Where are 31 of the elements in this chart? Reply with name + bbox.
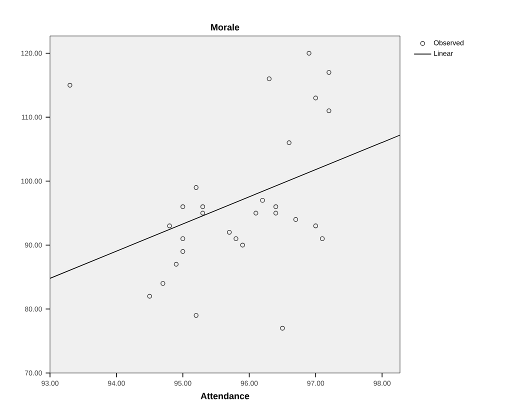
point <box>240 242 245 248</box>
point <box>273 210 278 216</box>
point <box>326 108 332 114</box>
point <box>326 70 332 75</box>
point <box>320 236 325 242</box>
chart-title: Morale <box>211 24 240 30</box>
point <box>313 96 318 100</box>
point <box>194 313 198 318</box>
point <box>174 262 179 267</box>
point <box>234 236 238 242</box>
point <box>180 249 186 254</box>
point <box>200 210 206 216</box>
point <box>286 140 292 146</box>
point <box>226 230 232 235</box>
point <box>306 50 312 56</box>
x-axis-title: Attendance <box>200 392 250 400</box>
point <box>147 294 152 299</box>
point <box>273 204 278 210</box>
point <box>167 224 172 228</box>
point <box>280 326 285 331</box>
point <box>160 281 166 286</box>
point <box>180 204 186 210</box>
point <box>254 210 258 216</box>
point <box>200 204 206 210</box>
point <box>260 198 265 203</box>
point <box>266 76 272 82</box>
point <box>180 236 186 242</box>
point <box>313 224 318 228</box>
point <box>68 82 72 88</box>
point <box>293 217 298 222</box>
point <box>194 185 198 190</box>
